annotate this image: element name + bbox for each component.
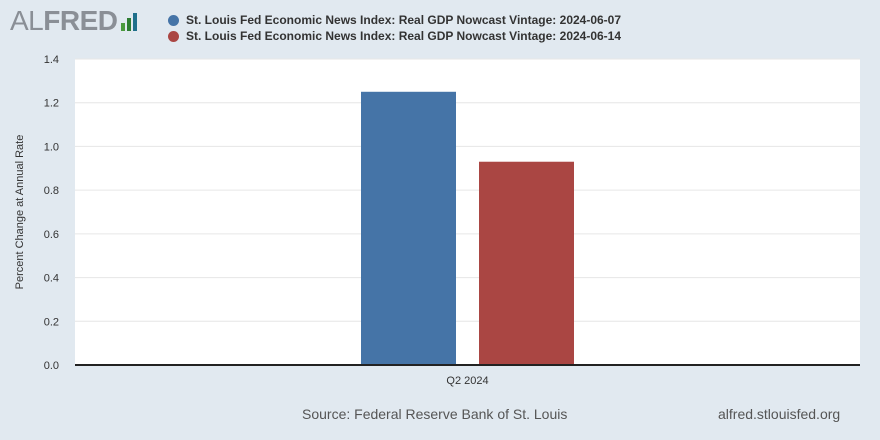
legend-dot-series-1 xyxy=(168,14,179,26)
source-note: Source: Federal Reserve Bank of St. Loui… xyxy=(302,406,568,422)
legend-item-series-2[interactable]: St. Louis Fed Economic News Index: Real … xyxy=(168,28,621,44)
y-tick-label: 0.8 xyxy=(44,185,59,197)
logo-bar-2 xyxy=(127,18,132,31)
alfred-logo[interactable]: AL FRED xyxy=(10,5,138,37)
y-tick-label: 0.6 xyxy=(44,229,59,241)
y-tick-label: 1.0 xyxy=(44,141,59,153)
logo-bar-3 xyxy=(133,13,138,31)
y-tick-label: 1.2 xyxy=(44,98,59,110)
y-tick-label: 0.4 xyxy=(44,273,59,285)
bar-series-1 xyxy=(361,91,456,366)
y-tick-label: 0.2 xyxy=(44,316,59,328)
x-tick-label: Q2 2024 xyxy=(446,375,488,387)
legend-item-series-1[interactable]: St. Louis Fed Economic News Index: Real … xyxy=(168,12,621,28)
y-tick-label: 0.0 xyxy=(44,360,59,372)
plot-area xyxy=(75,59,860,365)
site-link[interactable]: alfred.stlouisfed.org xyxy=(718,406,841,422)
chart-legend: St. Louis Fed Economic News Index: Real … xyxy=(168,12,621,44)
legend-dot-series-2 xyxy=(168,30,179,42)
logo-text-fred: FRED xyxy=(43,5,118,36)
bar-series-2 xyxy=(479,161,574,365)
logo-text-al: AL xyxy=(10,5,44,36)
legend-label-series-1: St. Louis Fed Economic News Index: Real … xyxy=(186,13,622,27)
legend-label-series-2: St. Louis Fed Economic News Index: Real … xyxy=(186,29,622,43)
logo-bar-1 xyxy=(121,23,126,31)
y-tick-label: 1.4 xyxy=(44,54,59,66)
fred-bar-logo-icon xyxy=(121,11,138,31)
